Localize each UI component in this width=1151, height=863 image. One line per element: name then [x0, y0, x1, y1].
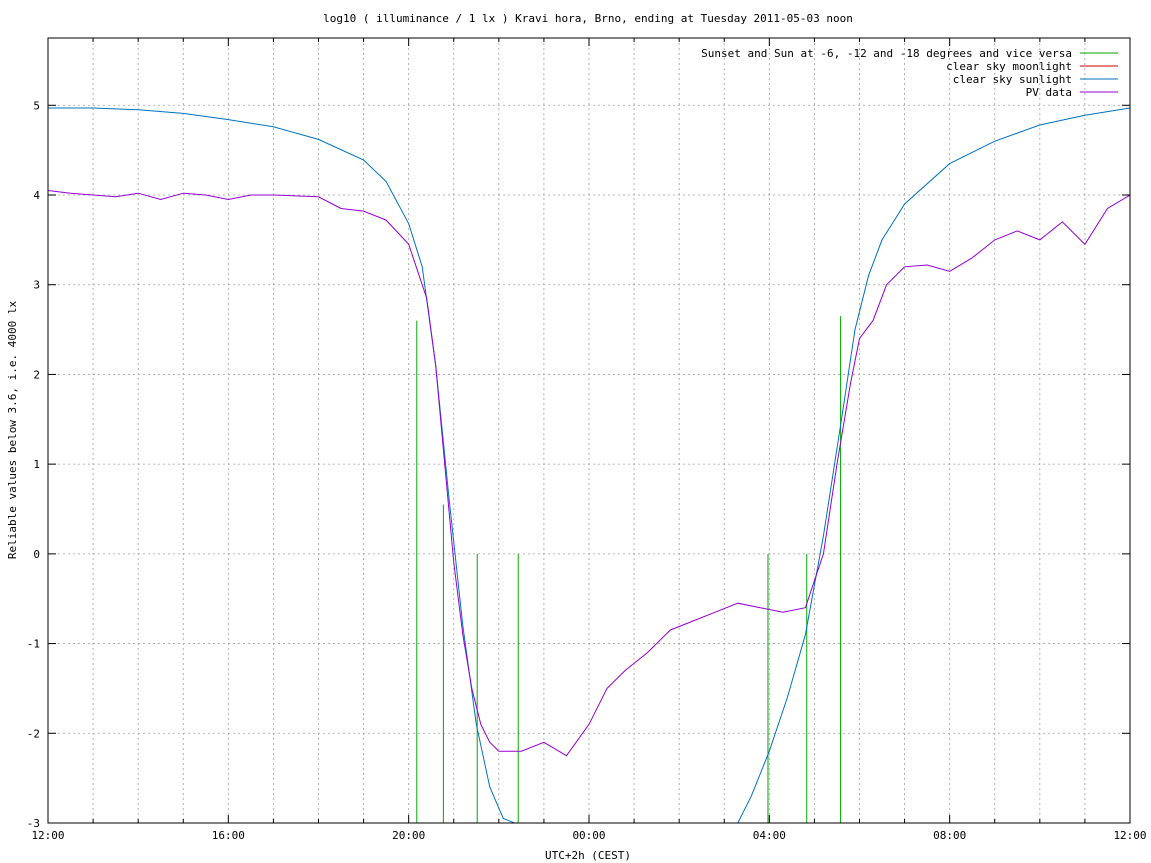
x-tick-label: 12:00	[1113, 829, 1146, 842]
x-tick-label: 12:00	[31, 829, 64, 842]
series-line-clear-sky-sunlight	[737, 107, 1130, 823]
y-tick-label: 2	[33, 368, 40, 381]
legend: Sunset and Sun at -6, -12 and -18 degree…	[701, 47, 1118, 99]
y-tick-label: 3	[33, 279, 40, 292]
y-tick-label: 1	[33, 458, 40, 471]
x-tick-label: 20:00	[392, 829, 425, 842]
tick-labels: 12:00 16:00 20:00 00:00 04:00 08:00 12:00-3-2-…	[27, 38, 1147, 842]
y-tick-label: 0	[33, 548, 40, 561]
y-tick-label: -1	[27, 638, 40, 651]
series-line-pv-data	[48, 190, 1130, 757]
x-tick-label: 04:00	[753, 829, 786, 842]
legend-label: PV data	[1026, 86, 1072, 99]
y-tick-label: -2	[27, 727, 40, 740]
legend-label: clear sky sunlight	[953, 73, 1072, 86]
x-tick-label: 08:00	[933, 829, 966, 842]
legend-label: Sunset and Sun at -6, -12 and -18 degree…	[701, 47, 1072, 60]
chart-title: log10 ( illuminance / 1 lx ) Kravi hora,…	[323, 12, 853, 25]
y-tick-label: -3	[27, 817, 40, 830]
y-tick-label: 5	[33, 99, 40, 112]
series-line-clear-sky-sunlight	[48, 107, 515, 823]
y-axis-label: Reliable values below 3.6, i.e. 4000 lx	[6, 300, 19, 559]
grid-lines	[48, 38, 1130, 823]
legend-label: clear sky moonlight	[946, 60, 1072, 73]
x-tick-label: 16:00	[212, 829, 245, 842]
x-axis-label: UTC+2h (CEST)	[545, 849, 631, 862]
y-tick-label: 4	[33, 189, 40, 202]
series-layer	[48, 107, 1130, 823]
x-tick-label: 00:00	[572, 829, 605, 842]
plot-frame	[47, 37, 1131, 824]
